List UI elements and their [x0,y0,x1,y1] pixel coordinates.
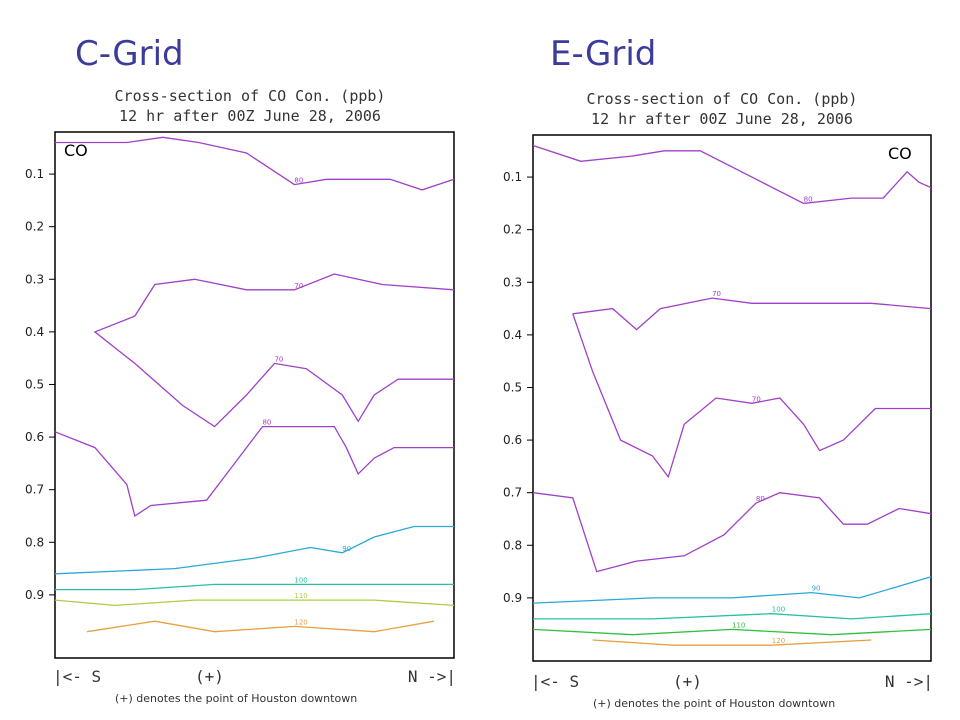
contour-line-70 [93,315,454,428]
contour-line-100 [55,583,454,591]
contour-label: 110 [732,621,745,629]
south-label: |<- S [531,672,579,691]
contour-label: 80 [262,419,271,427]
houston-note: (+) denotes the point of Houston downtow… [115,692,357,705]
y-tick-label: 0.2 [25,220,44,234]
contour-label: 100 [294,576,307,584]
houston-note: (+) denotes the point of Houston downtow… [593,697,835,710]
heading-c-grid: C-Grid [75,34,184,74]
chart-title: Cross-section of CO Con. (ppb) [115,87,386,105]
contour-line-110 [54,599,455,607]
contour-label: 70 [712,290,721,298]
contour-line-70 [572,297,932,331]
houston-marker-label: (+) [673,672,702,691]
contour-label: 110 [294,592,307,600]
contour-label: 70 [294,282,303,290]
chart-title: Cross-section of CO Con. (ppb) [587,90,858,108]
contour-line-120 [86,620,435,633]
contour-line-90 [54,525,454,575]
heading-e-grid: E-Grid [550,34,657,74]
chart-subtitle: 12 hr after 00Z June 28, 2006 [119,107,381,125]
contour-line-100 [533,613,932,620]
y-tick-label: 0.5 [25,377,44,391]
contour-line-110 [532,628,932,636]
contour-label: 70 [274,355,283,363]
contour-label: 90 [812,585,821,593]
y-tick-label: 0.7 [503,486,522,500]
e-grid-panel: Cross-section of CO Con. (ppb) 12 hr afte… [503,90,933,710]
contour-line-80 [55,136,455,191]
contour-line-70 [134,273,455,317]
species-label: CO [888,144,912,163]
north-label: N ->| [408,667,456,686]
y-tick-label: 0.8 [25,535,44,549]
south-label: |<- S [53,667,101,686]
contour-line-80 [54,425,454,518]
contour-label: 80 [294,177,303,185]
y-tick-label: 0.5 [503,380,522,394]
y-tick-label: 0.3 [25,272,44,286]
contour-line-120 [592,639,872,646]
c-grid-panel: Cross-section of CO Con. (ppb) 12 hr afte… [25,87,456,705]
plot-frame [532,134,932,662]
chart-subtitle: 12 hr after 00Z June 28, 2006 [591,110,853,128]
y-tick-label: 0.6 [25,430,44,444]
contour-label: 120 [772,637,785,645]
houston-marker-label: (+) [195,667,224,686]
contour-line-70 [572,313,931,479]
north-label: N ->| [885,672,933,691]
contour-label: 120 [294,618,307,626]
y-tick-label: 0.4 [25,325,44,339]
y-tick-label: 0.3 [503,275,522,289]
y-tick-label: 0.6 [503,433,522,447]
y-tick-label: 0.9 [25,588,44,602]
contour-label: 80 [756,495,765,503]
y-tick-label: 0.7 [25,483,44,497]
y-tick-label: 0.1 [25,167,44,181]
y-tick-label: 0.8 [503,538,522,552]
contour-label: 70 [752,395,761,403]
contour-label: 80 [804,195,813,203]
contour-label: 100 [772,606,785,614]
contour-label: 90 [342,545,351,553]
contour-line-80 [532,144,932,205]
contour-line-90 [532,576,932,604]
y-tick-label: 0.1 [503,170,522,184]
plot-frame [54,131,455,659]
y-tick-label: 0.4 [503,328,522,342]
y-tick-label: 0.9 [503,591,522,605]
species-label: CO [64,141,88,160]
y-tick-label: 0.2 [503,223,522,237]
contour-line-80 [532,492,932,573]
